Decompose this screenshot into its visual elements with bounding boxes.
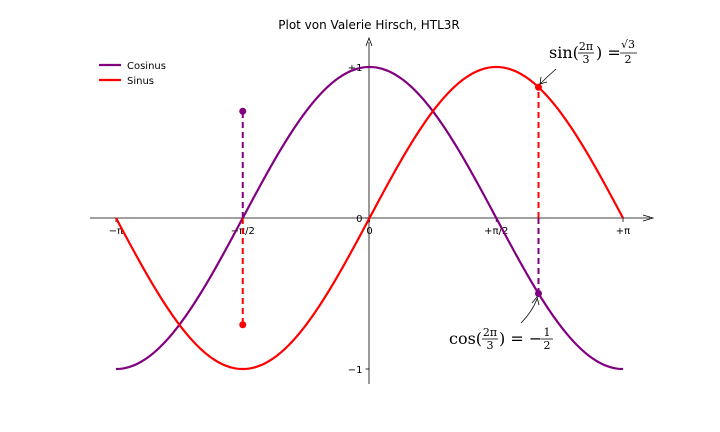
data-point: [239, 321, 247, 329]
data-point: [239, 107, 247, 115]
cos-annotation: cos( 2π 3 ) = − 1 2: [449, 296, 553, 352]
legend-label-sinus: Sinus: [127, 76, 154, 87]
legend-label-cosinus: Cosinus: [127, 61, 166, 72]
x-tick-label: +π: [616, 226, 630, 237]
cos-annotation-eq: ) = −: [499, 329, 542, 348]
points: [239, 83, 543, 329]
sin-annotation-rhs-den: 2: [625, 53, 632, 66]
annotations: sin( 2π 3 ) = √3 2 cos( 2π 3 ) = − 1 2: [449, 38, 637, 352]
sin-annotation-arrow: [539, 68, 557, 85]
x-tick-label: +π/2: [484, 226, 508, 237]
data-point: [535, 290, 543, 297]
cos-annotation-arrowhead: [531, 296, 540, 306]
x-ticks: −π−π/20+π/2+π: [109, 218, 630, 237]
legend: Cosinus Sinus: [99, 61, 166, 87]
cos-annotation-text: cos(: [449, 329, 482, 348]
x-tick-label: 0: [366, 226, 372, 237]
sin-annotation-rhs-num: √3: [621, 38, 635, 51]
y-ticks: −10+1: [348, 63, 370, 376]
sin-annotation-text: sin(: [549, 43, 579, 62]
y-axis-arrow: [365, 36, 373, 47]
sin-annotation-eq: ) =: [596, 43, 621, 62]
guide-lines: [241, 87, 540, 325]
cos-annotation-frac-num: 2π: [483, 326, 497, 339]
sin-annotation-arrowhead: [539, 76, 548, 85]
sin-annotation: sin( 2π 3 ) = √3 2: [539, 38, 637, 85]
cos-annotation-frac-den: 3: [487, 339, 494, 352]
data-point: [535, 83, 543, 91]
y-tick-label: −1: [348, 365, 363, 376]
cos-annotation-arrow: [520, 298, 538, 324]
cos-annotation-rhs-den: 2: [544, 339, 551, 352]
chart-title: Plot von Valerie Hirsch, HTL3R: [278, 18, 460, 32]
sin-annotation-frac-den: 3: [583, 53, 590, 66]
x-axis-arrow: [642, 214, 655, 222]
cos-annotation-rhs-num: 1: [544, 326, 551, 339]
sin-annotation-frac-num: 2π: [579, 40, 593, 53]
y-tick-label: 0: [356, 214, 362, 225]
x-tick-label: −π: [109, 226, 123, 237]
